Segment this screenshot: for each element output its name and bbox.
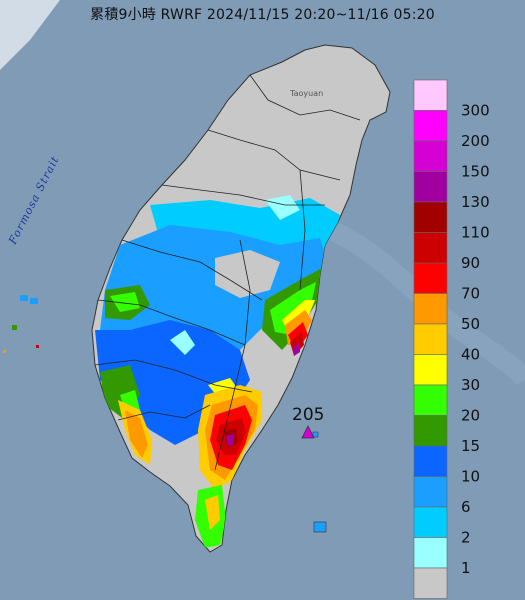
legend-swatch [413, 201, 448, 233]
legend-swatch [413, 293, 448, 325]
legend-label: 70 [461, 285, 480, 303]
county-boundaries [94, 74, 361, 471]
rainfall-legend: 300 200 150 130 110 90 70 50 40 30 20 15 10 6 2 1 [413, 79, 490, 599]
legend-label: 90 [461, 254, 480, 272]
legend-label: 300 [461, 102, 490, 120]
legend-swatch [413, 415, 448, 447]
lanyu-island [313, 521, 327, 533]
legend-swatch [413, 476, 448, 508]
green-island [312, 431, 319, 438]
china-coast [0, 0, 60, 70]
legend-swatch [413, 567, 448, 599]
legend-label: 2 [461, 529, 471, 547]
legend-label: 130 [461, 193, 490, 211]
legend-swatch [413, 110, 448, 142]
rain-field-130mm [226, 342, 300, 446]
rain-field-90mm [216, 332, 304, 455]
legend-swatch [413, 232, 448, 264]
max-value-label: 205 [292, 405, 324, 425]
rain-field-20mm [110, 282, 316, 418]
legend-swatch [413, 171, 448, 203]
max-rainfall-marker: 205 [292, 405, 324, 439]
legend-swatch [413, 384, 448, 416]
legend-label: 150 [461, 163, 490, 181]
legend-label: 15 [461, 437, 480, 455]
place-label: Taoyuan [289, 89, 323, 98]
legend-swatch [413, 262, 448, 294]
taiwan-island [91, 44, 391, 553]
legend-swatch [413, 537, 448, 569]
legend-label: 50 [461, 315, 480, 333]
legend-swatch [413, 445, 448, 477]
sea-texture [326, 220, 525, 386]
max-marker-triangle-icon [301, 425, 315, 439]
legend-label: 110 [461, 224, 490, 242]
rain-field-dry-gap [215, 250, 280, 298]
legend-label: 10 [461, 468, 480, 486]
rain-field-1mm [170, 195, 300, 355]
legend-label: 30 [461, 376, 480, 394]
legend-label: 20 [461, 407, 480, 425]
rain-field-south-tip-core [205, 495, 220, 530]
legend-label: 40 [461, 346, 480, 364]
legend-swatch [413, 79, 448, 111]
legend-swatch [413, 354, 448, 386]
map-title: 累積9小時 RWRF 2024/11/15 20:20~11/16 05:20 [90, 7, 435, 23]
legend-swatch [413, 506, 448, 538]
rain-fields [95, 195, 340, 548]
legend-swatch [413, 140, 448, 172]
rain-field-15mm [100, 268, 322, 420]
legend-label: 6 [461, 498, 471, 516]
legend-label: 200 [461, 132, 490, 150]
legend-label: 1 [461, 559, 471, 577]
legend-swatch [413, 323, 448, 355]
penghu-islands [3, 295, 39, 353]
